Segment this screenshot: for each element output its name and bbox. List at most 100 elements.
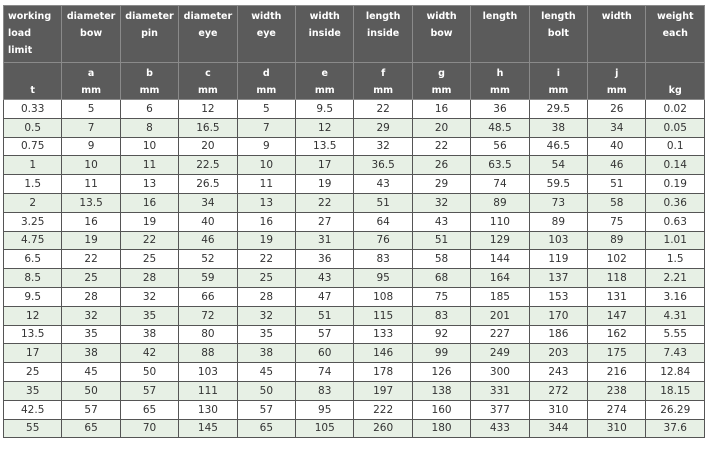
column-unit-header: h mm	[470, 62, 530, 100]
table-cell: 99	[411, 343, 472, 364]
table-cell: 7	[236, 117, 297, 138]
table-cell: 34	[587, 117, 647, 138]
table-cell: 12	[2, 305, 63, 326]
table-row: 42.5 57 65 130 57 95 222 160 377 310 274 26.29	[2, 399, 705, 420]
column-header: length inside	[353, 5, 413, 63]
column-letter	[4, 65, 61, 82]
table-cell: 50	[119, 362, 180, 382]
table-cell: 16.5	[178, 117, 238, 138]
table-cell: 9	[236, 136, 297, 157]
table-cell: 20	[411, 117, 472, 138]
table-cell: 12.84	[645, 362, 705, 382]
column-unit-header: kg	[645, 62, 705, 100]
table-cell: 32	[353, 136, 413, 157]
table-cell: 0.19	[645, 174, 705, 194]
table-cell: 22	[236, 249, 297, 270]
table-cell: 344	[528, 418, 589, 439]
table-cell: 19	[236, 230, 297, 251]
table-cell: 180	[411, 418, 472, 439]
table-cell: 73	[528, 192, 589, 213]
table-cell: 102	[587, 249, 647, 270]
table-cell: 52	[178, 249, 238, 270]
column-unit-header: b mm	[119, 62, 180, 100]
table-cell: 25	[236, 268, 297, 288]
table-cell: 310	[587, 418, 647, 439]
table-cell: 201	[470, 305, 530, 326]
table-cell: 13.5	[61, 192, 121, 213]
table-cell: 8.5	[2, 268, 63, 288]
table-row: 25 45 50 103 45 74 178 126 300 243 216 12.84	[2, 362, 705, 382]
table-cell: 0.1	[645, 136, 705, 157]
table-cell: 36	[470, 99, 530, 119]
table-cell: 36	[295, 249, 355, 270]
header-row-labels: working load limit diameter bow diameter p…	[2, 5, 705, 63]
table-cell: 9.5	[295, 99, 355, 119]
table-cell: 178	[353, 362, 413, 382]
table-cell: 433	[470, 418, 530, 439]
table-cell: 42	[119, 343, 180, 364]
column-unit-header: d mm	[236, 62, 297, 100]
table-cell: 16	[411, 99, 472, 119]
table-cell: 38	[119, 324, 180, 345]
table-cell: 59	[178, 268, 238, 288]
table-cell: 51	[587, 174, 647, 194]
table-row: 17 38 42 88 38 60 146 99 249 203 175 7.43	[2, 343, 705, 364]
table-cell: 46.5	[528, 136, 589, 157]
table-cell: 35	[2, 380, 63, 401]
column-unit: mm	[256, 85, 277, 96]
table-cell: 83	[411, 305, 472, 326]
table-cell: 47	[295, 286, 355, 307]
table-cell: 55	[2, 418, 63, 439]
table-cell: 146	[353, 343, 413, 364]
column-letter: d	[262, 68, 270, 79]
table-cell: 59.5	[528, 174, 589, 194]
table-cell: 272	[528, 380, 589, 401]
table-cell: 28	[119, 268, 180, 288]
table-row: 6.5 22 25 52 22 36 83 58 144 119 102 1.5	[2, 249, 705, 270]
table-cell: 88	[178, 343, 238, 364]
table-cell: 103	[528, 230, 589, 251]
table-cell: 1.5	[645, 249, 705, 270]
column-letter: a	[87, 68, 95, 79]
table-cell: 1.01	[645, 230, 705, 251]
table-cell: 129	[470, 230, 530, 251]
table-cell: 8	[119, 117, 180, 138]
table-cell: 57	[119, 380, 180, 401]
table-cell: 29	[411, 174, 472, 194]
column-unit-header: t	[2, 62, 63, 100]
table-row: 8.5 25 28 59 25 43 95 68 164 137 118 2.21	[2, 268, 705, 288]
table-cell: 45	[236, 362, 297, 382]
column-header: diameter eye	[178, 5, 238, 63]
column-letter: f	[381, 68, 386, 79]
table-cell: 5	[61, 99, 121, 119]
table-cell: 9	[61, 136, 121, 157]
table-cell: 11	[119, 155, 180, 176]
column-unit-header: a mm	[61, 62, 121, 100]
table-cell: 83	[295, 380, 355, 401]
table-cell: 46	[587, 155, 647, 176]
table-cell: 2	[2, 192, 63, 213]
table-cell: 1	[2, 155, 63, 176]
table-cell: 3.16	[645, 286, 705, 307]
table-cell: 22	[411, 136, 472, 157]
table-cell: 0.5	[2, 117, 63, 138]
column-unit: mm	[198, 85, 218, 96]
table-cell: 1.5	[2, 174, 63, 194]
column-unit: mm	[81, 85, 102, 96]
table-cell: 57	[61, 399, 121, 420]
table-cell: 16	[119, 192, 180, 213]
header-row-units: t a mm b mm c mm d mm e mm f mm g mm h mm i mm j mm kg	[2, 62, 705, 100]
table-cell: 12	[295, 117, 355, 138]
table-cell: 13	[119, 174, 180, 194]
table-row: 13.5 35 38 80 35 57 133 92 227 186 162 5.55	[2, 324, 705, 345]
table-cell: 238	[587, 380, 647, 401]
table-cell: 160	[411, 399, 472, 420]
table-cell: 22	[61, 249, 121, 270]
table-cell: 3.25	[2, 211, 63, 232]
table-cell: 7	[61, 117, 121, 138]
table-cell: 29	[353, 117, 413, 138]
table-cell: 74	[295, 362, 355, 382]
table-cell: 203	[528, 343, 589, 364]
table-cell: 54	[528, 155, 589, 176]
table-cell: 0.75	[2, 136, 63, 157]
